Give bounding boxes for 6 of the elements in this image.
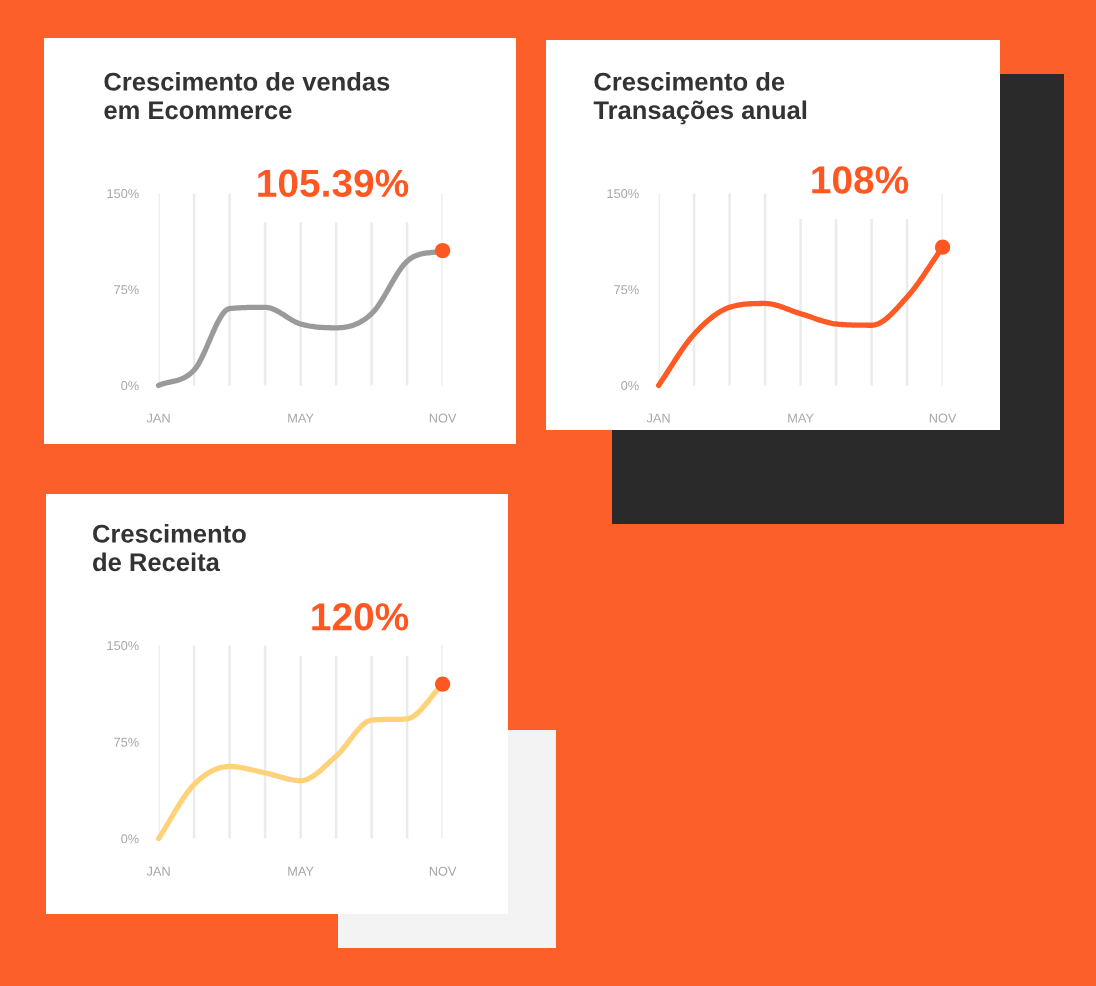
chart-title: Crescimento de Transações anual <box>593 72 807 125</box>
chart-title: Crescimento de Receita <box>93 524 246 572</box>
data-label: 105.39% <box>258 169 409 198</box>
data-label: 108% <box>812 166 909 194</box>
data-label: 120% <box>312 603 409 631</box>
chart-title: Crescimento de vendas em Ecommerce <box>104 72 390 120</box>
